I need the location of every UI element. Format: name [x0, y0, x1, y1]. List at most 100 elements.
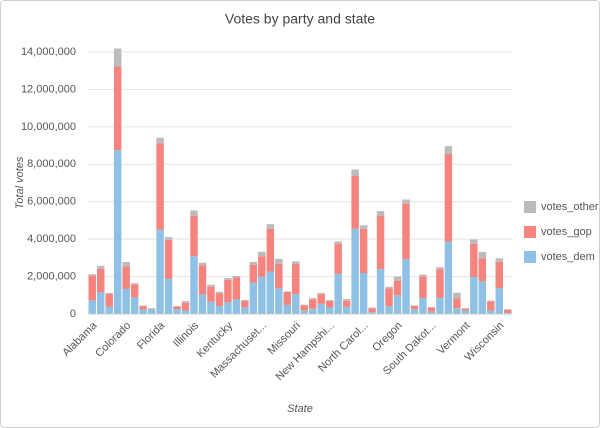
bar-segment [96, 292, 105, 314]
bar-segment [308, 308, 317, 314]
bar-segment [393, 280, 402, 296]
bar-segment [504, 309, 512, 313]
legend-label: votes_dem [541, 251, 595, 263]
y-tick-label: 0 [70, 308, 76, 320]
bar-segment [444, 241, 453, 314]
bar-segment [181, 302, 190, 311]
bar-segment [308, 298, 317, 300]
bar-segment [139, 309, 147, 314]
bar-segment [300, 310, 308, 314]
bar-segment [113, 66, 122, 151]
bar-segment [292, 261, 300, 265]
bar-segment [436, 269, 444, 298]
bar-segment [249, 261, 258, 265]
bar-segment [130, 297, 139, 314]
bar-segment [487, 300, 495, 302]
y-tick-label: 4,000,000 [27, 233, 76, 245]
bar-segment [130, 283, 139, 285]
bar-segment [105, 306, 113, 314]
bar-segment [461, 310, 470, 314]
bar-segment [224, 302, 232, 314]
bar-segment [113, 150, 122, 314]
legend-label: votes_gop [541, 226, 592, 238]
bar-segment [461, 308, 470, 311]
bar-segment [241, 300, 249, 302]
bar-segment [419, 297, 427, 314]
bar-segment [410, 305, 419, 306]
bar-segment [130, 284, 139, 298]
bar-segment [266, 271, 275, 314]
legend-swatch [524, 226, 536, 238]
bar-segment [478, 251, 487, 259]
y-tick-label: 12,000,000 [21, 83, 76, 95]
bar-segment [351, 175, 359, 229]
bar-segment [402, 199, 410, 204]
bar-segment [470, 239, 478, 244]
legend-label: votes_other [541, 201, 599, 213]
bar-segment [88, 275, 96, 301]
bar-segment [198, 262, 207, 266]
bar-segment [266, 228, 275, 272]
bar-segment [359, 228, 368, 274]
bar-segment [190, 210, 198, 216]
bar-segment [156, 137, 164, 144]
bar-segment [334, 241, 342, 244]
bar-segment [105, 294, 113, 307]
bar-segment [156, 229, 164, 314]
bar-segment [317, 292, 325, 295]
bar-segment [495, 288, 504, 314]
bar-segment [419, 274, 427, 277]
bar-segment [173, 306, 181, 310]
bar-segment [173, 309, 181, 314]
bar-segment [224, 277, 232, 280]
bar-segment [325, 300, 334, 308]
bar-segment [113, 48, 122, 67]
legend-swatch [524, 251, 536, 263]
bar-segment [232, 299, 241, 314]
bar-segment [173, 305, 181, 307]
bar-segment [122, 266, 130, 289]
bar-segment [241, 307, 249, 314]
x-axis-title: State [287, 403, 313, 415]
y-tick-label: 14,000,000 [21, 46, 76, 58]
bar-segment [96, 265, 105, 269]
bar-segment [410, 309, 419, 314]
bar-segment [393, 276, 402, 281]
bar-segment [224, 279, 232, 303]
bar-segment [325, 300, 334, 301]
bar-segment [249, 282, 258, 314]
chart-title: Votes by party and state [225, 11, 375, 27]
bar-segment [190, 215, 198, 257]
bar-segment [504, 312, 512, 314]
bar-segment [487, 301, 495, 311]
bar-segment [164, 239, 173, 279]
bar-segment [351, 228, 359, 314]
bar-segment [241, 301, 249, 308]
bar-segment [368, 308, 376, 313]
bar-segment [275, 258, 283, 264]
bar-segment [444, 146, 453, 154]
bar-segment [181, 301, 190, 303]
bar-segment [156, 143, 164, 230]
bar-segment [249, 264, 258, 283]
bar-segment [453, 308, 461, 314]
bar-segment [105, 292, 113, 295]
bar-segment [342, 299, 351, 301]
bar-segment [164, 278, 173, 314]
bar-segment [300, 304, 308, 306]
y-axis-title: Total votes [14, 156, 26, 209]
bar-segment [283, 304, 292, 314]
y-tick-label: 6,000,000 [27, 196, 76, 208]
bar-segment [342, 306, 351, 314]
bar-segment [402, 259, 410, 314]
bar-segment [427, 311, 436, 314]
bar-segment [317, 294, 325, 304]
bar-segment [215, 306, 224, 314]
bar-segment [275, 288, 283, 314]
bar-segment [376, 216, 385, 270]
bar-segment [88, 300, 96, 314]
bar-segment [266, 224, 275, 229]
bar-segment [181, 310, 190, 314]
bar-segment [402, 203, 410, 260]
bar-segment [410, 305, 419, 310]
